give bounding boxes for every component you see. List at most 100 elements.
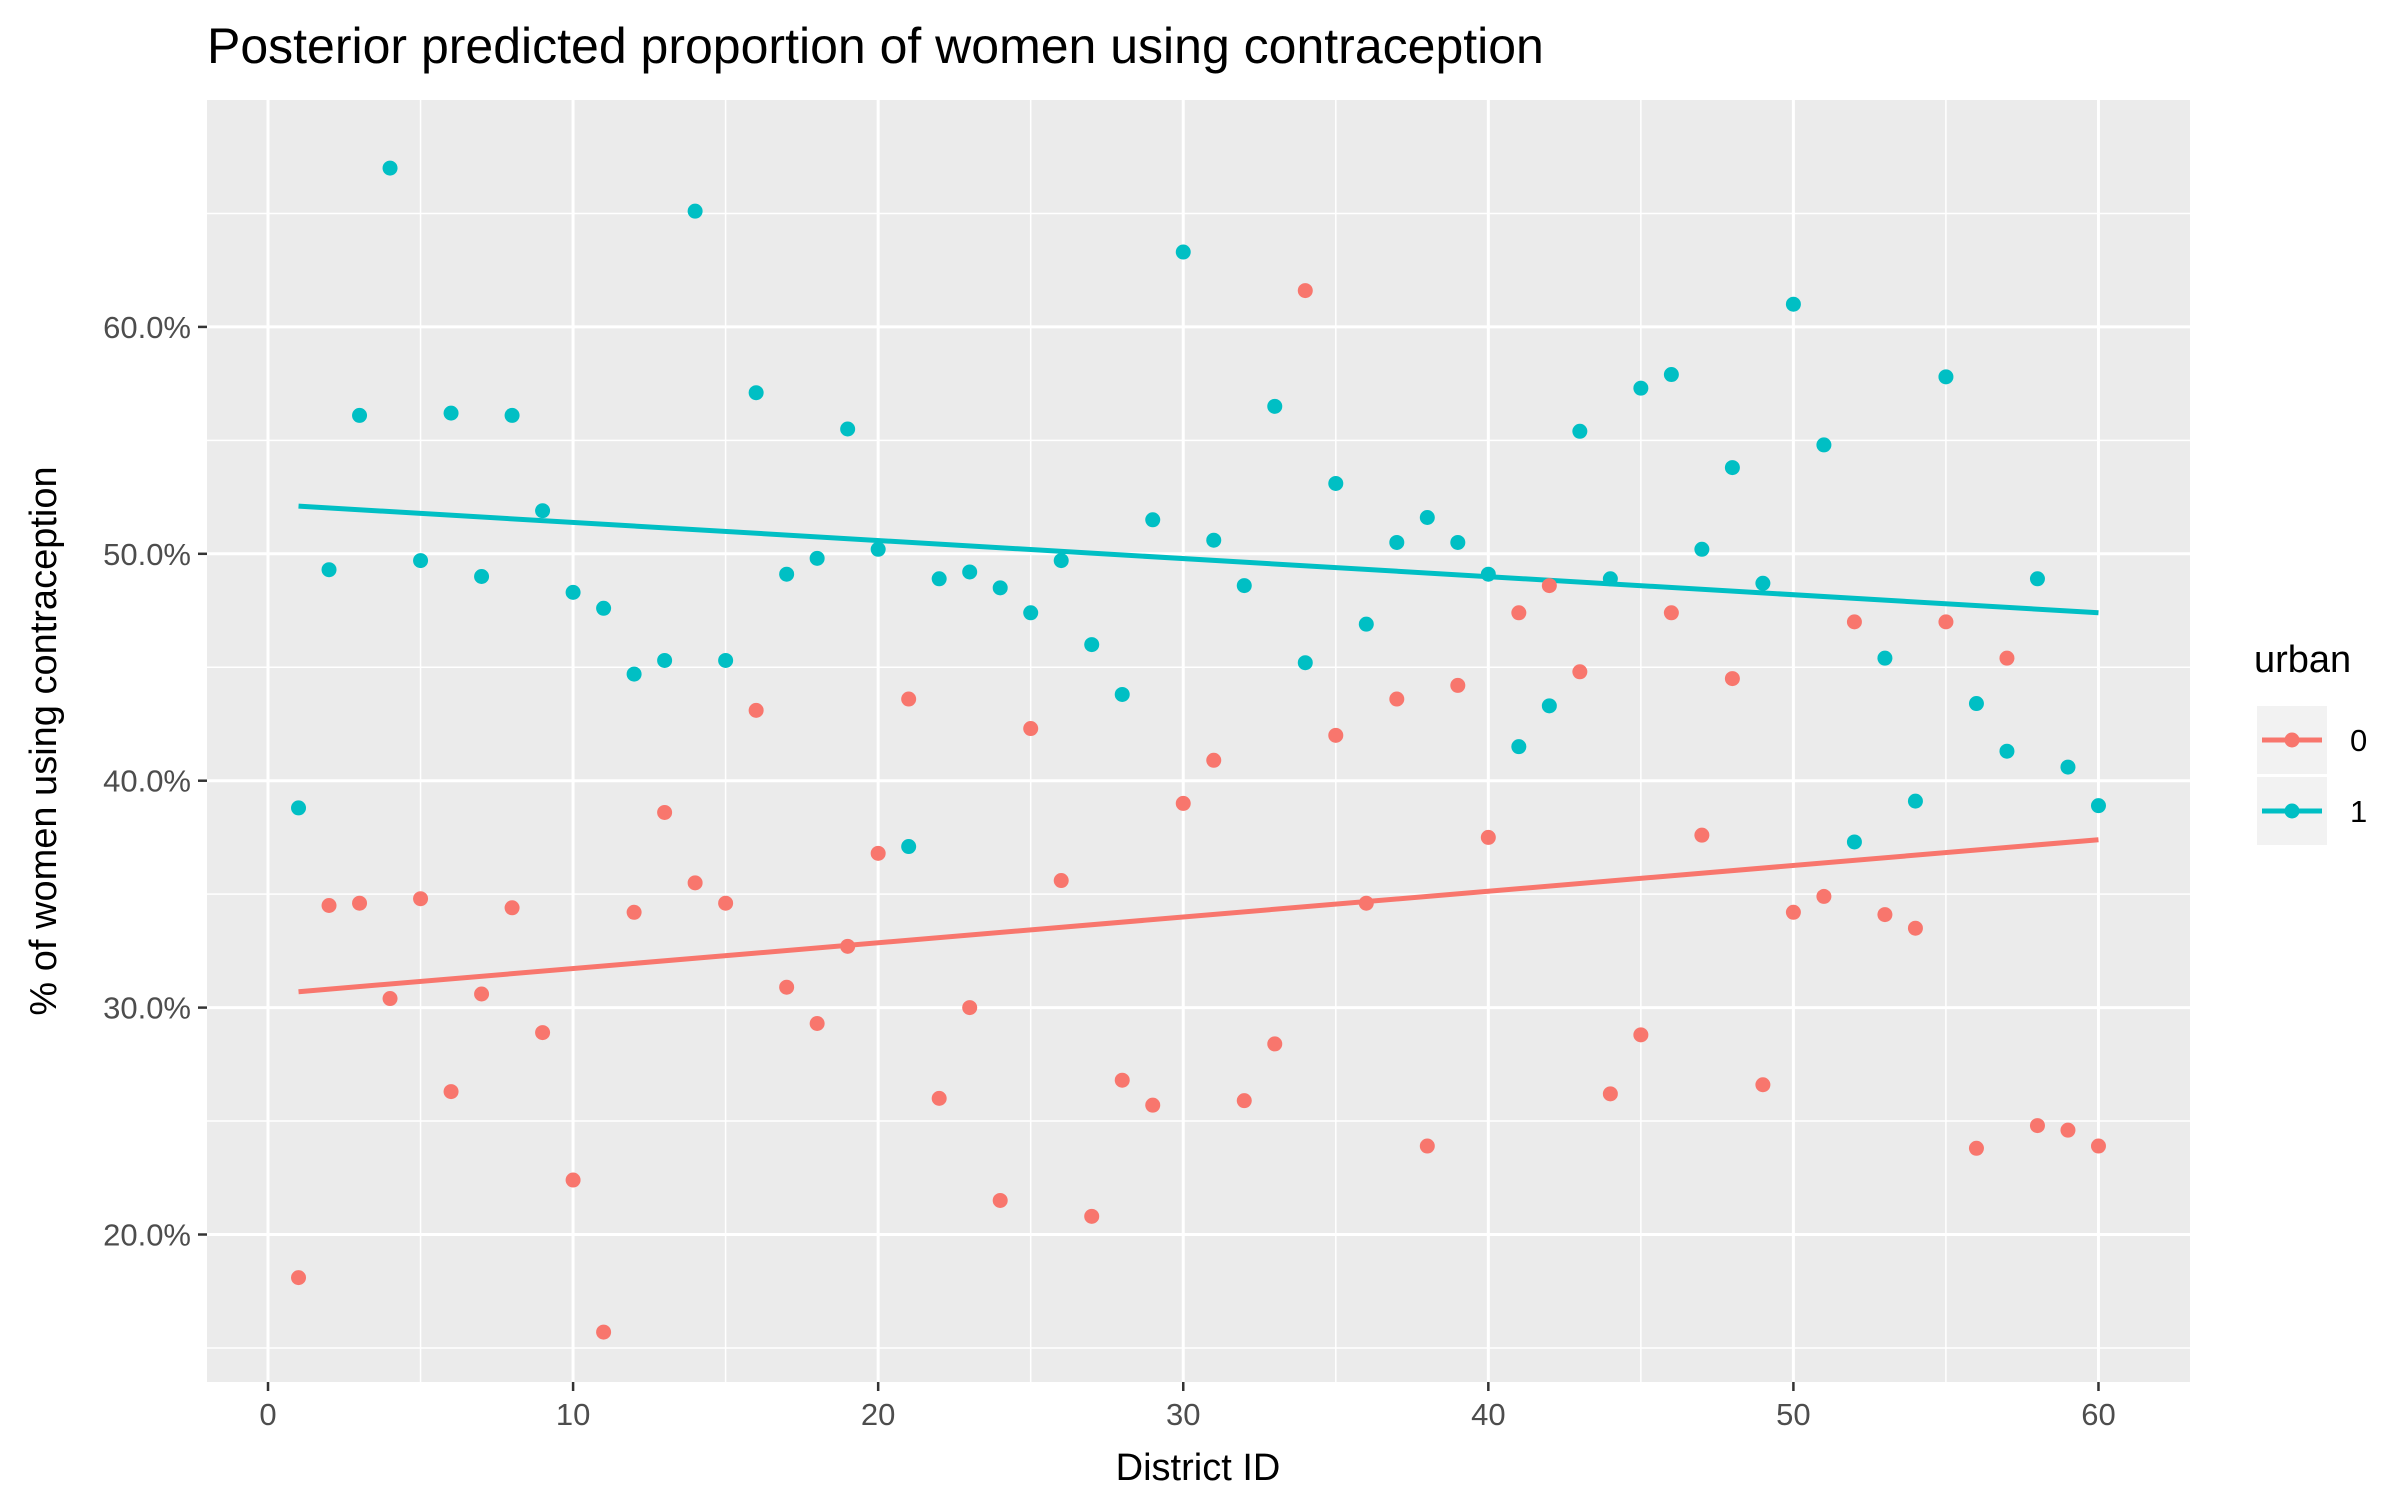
point-urban-1 <box>1145 512 1161 528</box>
point-urban-1 <box>321 562 337 578</box>
point-urban-0 <box>1846 614 1862 630</box>
point-urban-0 <box>474 986 490 1002</box>
point-urban-1 <box>1877 650 1893 666</box>
point-urban-1 <box>1785 296 1801 312</box>
point-urban-0 <box>1267 1036 1283 1052</box>
y-axis-title: % of women using contraception <box>23 466 65 1015</box>
point-urban-0 <box>382 991 398 1007</box>
trend-line-urban-1 <box>298 503 2099 616</box>
legend-label: 0 <box>2350 723 2367 758</box>
point-urban-1 <box>1053 553 1069 569</box>
point-urban-0 <box>626 904 642 920</box>
point-urban-0 <box>1511 605 1527 621</box>
point-urban-0 <box>291 1270 307 1286</box>
point-urban-1 <box>2060 759 2076 775</box>
legend-key-point <box>2284 803 2300 819</box>
x-tick-label: 0 <box>259 1397 276 1432</box>
point-urban-0 <box>748 702 764 718</box>
point-urban-0 <box>992 1192 1008 1208</box>
point-urban-0 <box>1206 752 1222 768</box>
point-urban-1 <box>1114 686 1130 702</box>
point-urban-1 <box>1999 743 2015 759</box>
point-urban-0 <box>1297 283 1313 299</box>
point-urban-1 <box>657 652 673 668</box>
x-tick-label: 20 <box>861 1397 895 1432</box>
point-urban-0 <box>1816 888 1832 904</box>
legend-label: 1 <box>2350 794 2367 829</box>
point-urban-1 <box>1480 566 1496 582</box>
point-urban-1 <box>1419 510 1435 526</box>
x-tick-label: 10 <box>556 1397 590 1432</box>
point-urban-0 <box>1602 1086 1618 1102</box>
plot-panel <box>207 100 2190 1382</box>
point-urban-0 <box>535 1025 551 1041</box>
point-urban-1 <box>870 541 886 557</box>
legend-keys: 01 <box>2257 706 2367 845</box>
point-urban-1 <box>718 652 734 668</box>
point-urban-1 <box>748 385 764 401</box>
point-urban-0 <box>962 1000 978 1016</box>
point-urban-1 <box>1358 616 1374 632</box>
y-axis-ticks: 20.0% 30.0% 40.0% 50.0% 60.0% <box>103 310 207 1253</box>
point-urban-0 <box>1968 1140 1984 1156</box>
point-urban-1 <box>840 421 856 437</box>
point-urban-0 <box>1389 691 1405 707</box>
grid-minor <box>207 100 2190 1382</box>
point-urban-1 <box>352 407 368 423</box>
point-urban-1 <box>382 160 398 176</box>
point-urban-0 <box>596 1324 612 1340</box>
point-urban-1 <box>779 566 795 582</box>
trend-lines <box>298 503 2099 995</box>
point-urban-0 <box>1755 1077 1771 1093</box>
data-points <box>291 160 2106 1340</box>
point-urban-0 <box>1907 920 1923 936</box>
point-urban-1 <box>1907 793 1923 809</box>
point-urban-1 <box>992 580 1008 596</box>
point-urban-1 <box>962 564 978 580</box>
point-urban-0 <box>870 845 886 861</box>
point-urban-1 <box>809 550 825 566</box>
point-urban-0 <box>1053 873 1069 889</box>
point-urban-1 <box>1450 534 1466 550</box>
point-urban-0 <box>1999 650 2015 666</box>
legend: urban 01 <box>2254 639 2367 845</box>
point-urban-0 <box>1114 1072 1130 1088</box>
point-urban-1 <box>1267 398 1283 414</box>
point-urban-1 <box>1968 696 1984 712</box>
x-tick-label: 50 <box>1776 1397 1810 1432</box>
point-urban-0 <box>1724 671 1740 687</box>
point-urban-0 <box>1633 1027 1649 1043</box>
point-urban-0 <box>718 895 734 911</box>
x-tick-label: 30 <box>1166 1397 1200 1432</box>
point-urban-0 <box>2029 1118 2045 1134</box>
point-urban-0 <box>413 891 429 907</box>
point-urban-1 <box>901 839 917 855</box>
point-urban-1 <box>1023 605 1039 621</box>
point-urban-0 <box>1328 727 1344 743</box>
point-urban-1 <box>1389 534 1405 550</box>
point-urban-0 <box>779 979 795 995</box>
point-urban-1 <box>535 503 551 519</box>
point-urban-1 <box>1816 437 1832 453</box>
y-tick-label: 50.0% <box>103 537 191 572</box>
point-urban-0 <box>1572 664 1588 680</box>
point-urban-0 <box>1450 677 1466 693</box>
point-urban-1 <box>443 405 459 421</box>
point-urban-0 <box>1877 907 1893 923</box>
point-urban-1 <box>1846 834 1862 850</box>
x-tick-label: 60 <box>2081 1397 2115 1432</box>
point-urban-1 <box>1663 367 1679 383</box>
point-urban-1 <box>565 584 581 600</box>
point-urban-1 <box>687 203 703 219</box>
y-tick-label: 20.0% <box>103 1218 191 1253</box>
point-urban-1 <box>1755 575 1771 591</box>
point-urban-0 <box>840 938 856 954</box>
point-urban-1 <box>1175 244 1191 260</box>
point-urban-0 <box>565 1172 581 1188</box>
point-urban-0 <box>1541 578 1557 594</box>
trend-line-urban-0 <box>298 837 2099 995</box>
point-urban-0 <box>1358 895 1374 911</box>
x-axis-ticks: 0 10 20 30 40 50 60 <box>259 1382 2116 1432</box>
point-urban-0 <box>1175 795 1191 811</box>
